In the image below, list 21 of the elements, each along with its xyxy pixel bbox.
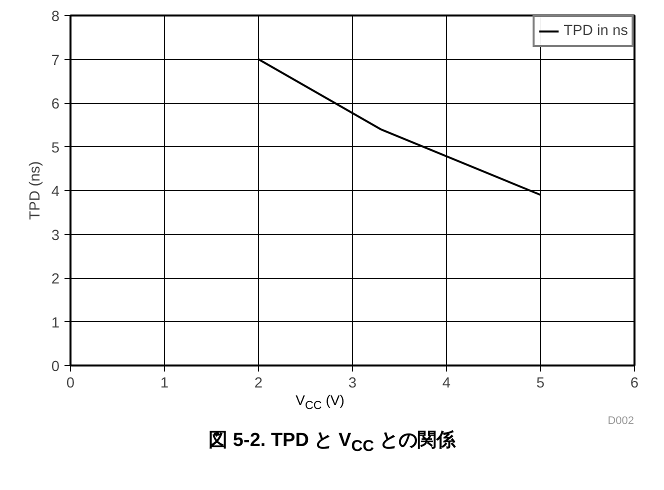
y-tick-label: 8: [51, 9, 60, 25]
x-tick-label: 1: [160, 376, 169, 392]
y-axis-title: TPD (ns): [27, 161, 44, 220]
y-tick-label: 3: [51, 228, 60, 244]
text: 図 5-2. TPD と V$_{CC}$ との関係: [208, 430, 456, 457]
text: D002: [608, 414, 634, 428]
y-tick-label: 4: [51, 184, 60, 200]
y-tick-label: 7: [51, 52, 60, 69]
legend-label: TPD in ns: [564, 23, 628, 39]
y-tick-label: 5: [51, 140, 60, 156]
x-tick-label: 0: [66, 376, 75, 392]
y-tick-label: 2: [51, 272, 60, 288]
x-tick-label: 4: [442, 376, 451, 392]
x-tick-label: 2: [254, 376, 263, 392]
x-tick-label: 3: [348, 376, 357, 392]
x-axis-title: V$_{CC}$ (V): [296, 392, 344, 413]
x-tick-label: 6: [630, 376, 639, 392]
y-tick-label: 0: [51, 359, 60, 375]
x-tick-label: 5: [536, 376, 545, 392]
y-tick-label: 6: [51, 96, 60, 112]
y-tick-label: 1: [51, 315, 60, 332]
